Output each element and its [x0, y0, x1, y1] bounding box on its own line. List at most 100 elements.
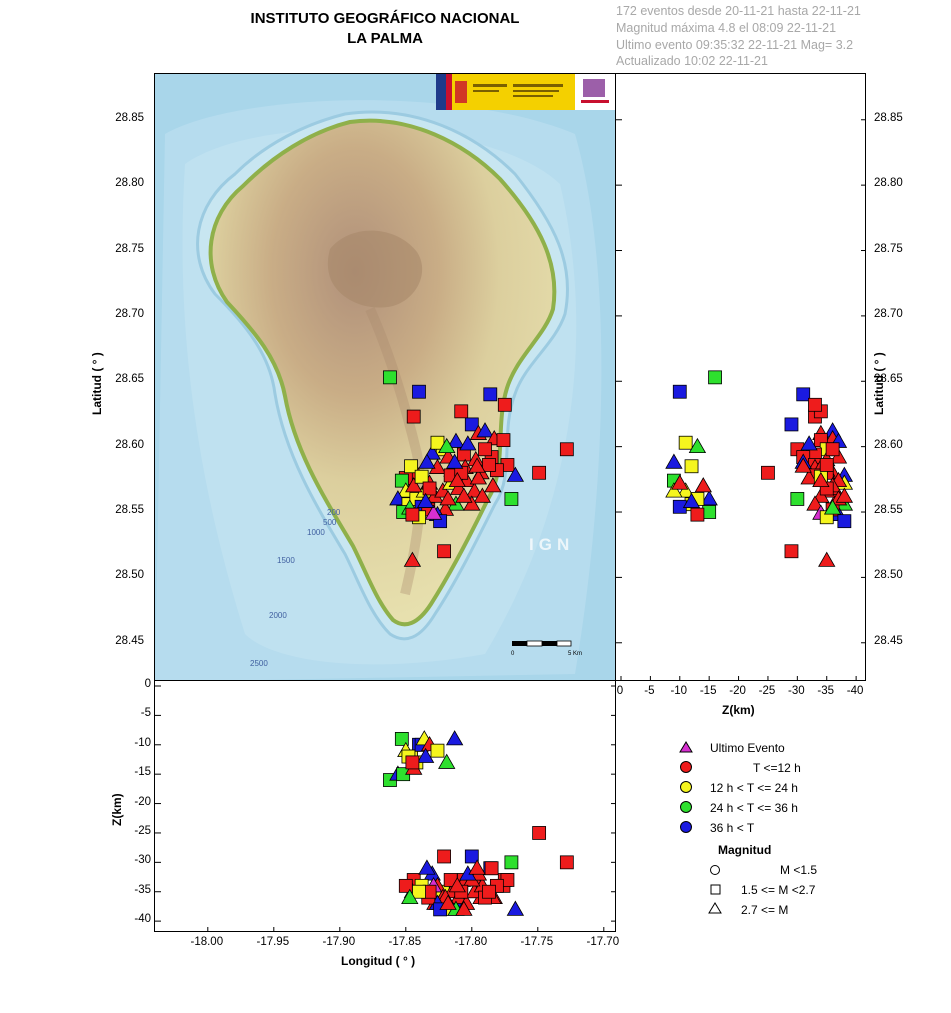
legend-symbol-mag-large [708, 902, 722, 914]
depth-lat-event-marker [688, 437, 707, 454]
depth-tick-label: -15 [699, 685, 717, 697]
longitude-tick-label: -17.85 [388, 936, 422, 948]
depth-lon-event-marker [438, 753, 456, 769]
longitude-tick-label: -17.70 [586, 936, 620, 948]
map-event-marker [506, 466, 525, 482]
depth-tick-label: -20 [134, 795, 151, 808]
longitude-tick-label: -17.95 [256, 936, 290, 948]
depth-lat-event-marker [784, 544, 799, 559]
longitude-axis-label: Longitud ( ° ) [341, 954, 416, 968]
latitude-tick-label: 28.55 [115, 504, 144, 517]
legend-label-last-event: Ultimo Evento [710, 741, 785, 755]
depth-lon-event-marker [482, 884, 496, 899]
epicenter-map-panel: 200 500 1000 1500 2000 2500 IGN 0 5 Km [154, 73, 616, 681]
depth-lat-event-marker [784, 417, 799, 432]
depth-longitude-markers [383, 730, 574, 917]
depth-tick-label: -35 [134, 883, 151, 896]
depth-tick-label: -40 [134, 913, 151, 926]
map-event-marker [422, 481, 437, 496]
map-event-marker [438, 437, 456, 454]
depth-lon-event-marker [455, 900, 473, 916]
latitude-tick-label: 28.45 [874, 634, 903, 647]
depth-lon-event-marker [468, 859, 486, 875]
longitude-tick-label: -18.00 [190, 936, 224, 948]
depth-label-2000: 2000 [269, 611, 287, 620]
legend-label-mag-small: M <1.5 [780, 863, 818, 877]
depth-tick-label: -10 [134, 736, 151, 749]
legend-label-t12: T <=12 h [753, 761, 801, 775]
latitude-tick-label: 28.80 [874, 177, 903, 190]
depth-lon-event-marker [437, 849, 451, 864]
map-event-marker [447, 432, 465, 448]
latitude-tick-label: 28.50 [115, 569, 144, 582]
latitude-tick-label: 28.60 [115, 438, 144, 451]
depth-label-200: 200 [327, 508, 341, 517]
map-event-marker [406, 409, 421, 424]
legend-label-mag-medium: 1.5 <= M <2.7 [741, 883, 816, 897]
info-updated-line: Actualizado 10:02 22-11-21 [616, 54, 768, 68]
ign-watermark: IGN [529, 535, 574, 554]
right-panel-ticks [616, 119, 865, 680]
map-event-marker [496, 433, 511, 448]
map-event-marker [416, 492, 435, 508]
scale-label-start: 0 [511, 651, 515, 657]
depth-lat-event-marker [684, 459, 699, 474]
map-event-marker [403, 551, 422, 567]
depth-tick-label: 0 [616, 685, 624, 697]
depth-lat-event-marker [694, 477, 712, 493]
caldera-relief [327, 230, 423, 308]
latitude-tick-label: 28.45 [115, 634, 144, 647]
depth-lon-event-marker [532, 826, 547, 840]
depth-lon-event-marker [464, 849, 479, 864]
depth-axis-label-right: Z(km) [722, 703, 755, 717]
map-event-marker [459, 435, 477, 451]
cumbre-vieja-ridge [365, 306, 426, 596]
depth-lon-event-marker [418, 859, 436, 875]
depth-lat-event-marker [761, 465, 775, 480]
latitude-tick-label: 28.50 [874, 569, 903, 582]
map-event-marker [465, 482, 484, 498]
depth-tick-label: -30 [134, 854, 151, 867]
longitude-tick-label: -17.75 [520, 936, 554, 948]
depth-lon-event-marker [504, 855, 519, 870]
depth-lat-event-marker [812, 471, 830, 488]
legend-label-t36: 24 h < T <= 36 h [710, 801, 798, 815]
depth-lat-event-marker [690, 507, 705, 522]
latitude-axis-label-right: Latitud ( ° ) [872, 352, 886, 415]
depth-lat-event-marker [818, 551, 836, 567]
depth-lat-event-marker [825, 442, 840, 457]
latitude-tick-label: 28.70 [874, 307, 903, 320]
scale-label-end: 5 Km [568, 651, 582, 657]
latitude-tick-label: 28.75 [115, 242, 144, 255]
latitude-tick-label: 28.60 [874, 438, 903, 451]
latitude-tick-label: 28.65 [874, 373, 903, 386]
depth-lat-event-marker [800, 469, 818, 485]
depth-lon-event-marker [506, 900, 525, 916]
depth-tick-label: -15 [134, 766, 151, 779]
depth-lat-event-marker [678, 435, 693, 450]
map-event-marker [455, 487, 473, 503]
map-event-marker [412, 384, 426, 399]
depth-lat-event-marker [837, 514, 852, 529]
legend-symbol-mag-small [710, 865, 720, 875]
depth-lat-event-marker [823, 499, 842, 515]
map-event-marker [532, 465, 547, 480]
map-event-marker [404, 459, 418, 474]
depth-lon-event-marker [484, 861, 499, 876]
depth-tick-label: -35 [817, 685, 835, 697]
latitude-tick-label: 28.85 [115, 111, 144, 124]
map-event-marker [383, 370, 397, 385]
depth-longitude-plot [155, 685, 615, 931]
depth-axis-label-bottom: Z(km) [110, 793, 124, 826]
legend-label-t-older: 36 h < T [710, 821, 755, 835]
depth-lon-event-marker [416, 747, 435, 763]
latitude-axis-label-left: Latitud ( ° ) [90, 352, 104, 415]
map-event-marker [484, 477, 502, 493]
depth-label-500: 500 [323, 518, 337, 527]
legend-symbol-t12 [680, 761, 692, 773]
latitude-tick-label: 28.75 [874, 242, 903, 255]
epicenter-map: 200 500 1000 1500 2000 2500 IGN 0 5 Km [155, 74, 615, 680]
depth-lon-event-marker [430, 743, 445, 758]
info-last-event-line: Ultimo evento 09:35:32 22-11-21 Mag= 3.2 [616, 38, 854, 52]
latitude-tick-label: 28.80 [115, 177, 144, 190]
